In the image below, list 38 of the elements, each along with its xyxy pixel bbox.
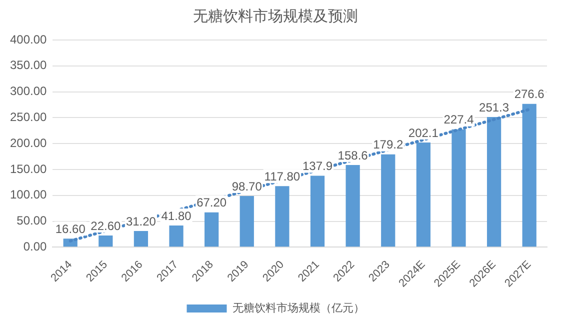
legend-label: 无糖饮料市场规模（亿元） xyxy=(232,301,364,314)
data-label: 227.4 xyxy=(444,112,474,127)
data-label: 16.60 xyxy=(55,222,86,236)
y-tick-label: 350.00 xyxy=(10,58,48,72)
data-label: 117.80 xyxy=(264,169,300,184)
y-tick-label: 100.00 xyxy=(10,188,48,202)
y-tick-label: 200.00 xyxy=(10,136,48,150)
y-tick-label: 300.00 xyxy=(10,84,48,98)
data-label: 22.60 xyxy=(90,218,122,233)
bar xyxy=(240,196,254,247)
bar xyxy=(98,235,113,247)
data-label: 137.9 xyxy=(302,159,333,174)
bar xyxy=(346,165,360,247)
y-tick-label: 150.00 xyxy=(10,162,48,176)
data-label: 202.1 xyxy=(408,126,439,140)
data-label: 251.3 xyxy=(479,100,510,114)
data-label: 276.6 xyxy=(514,87,545,102)
bar xyxy=(275,186,290,247)
data-label: 98.70 xyxy=(232,179,262,194)
data-label: 31.20 xyxy=(126,214,156,228)
bar xyxy=(134,231,148,247)
data-label: 67.20 xyxy=(196,196,227,210)
chart-title: 无糖饮料市场规模及预测 xyxy=(193,6,358,25)
bar xyxy=(522,104,536,247)
bar xyxy=(486,117,502,247)
y-tick-label: 400.00 xyxy=(10,32,48,46)
bar xyxy=(416,142,430,247)
y-tick-label: 0.00 xyxy=(23,239,48,254)
data-label: 179.2 xyxy=(373,138,404,152)
data-label: 41.80 xyxy=(161,208,192,223)
bar xyxy=(381,154,396,247)
y-tick-label: 250.00 xyxy=(10,110,48,124)
data-label: 158.6 xyxy=(338,148,368,162)
bar xyxy=(452,129,466,247)
bar xyxy=(310,176,325,247)
y-tick-label: 50.00 xyxy=(16,214,48,228)
bar xyxy=(169,226,184,247)
bar xyxy=(204,212,219,247)
